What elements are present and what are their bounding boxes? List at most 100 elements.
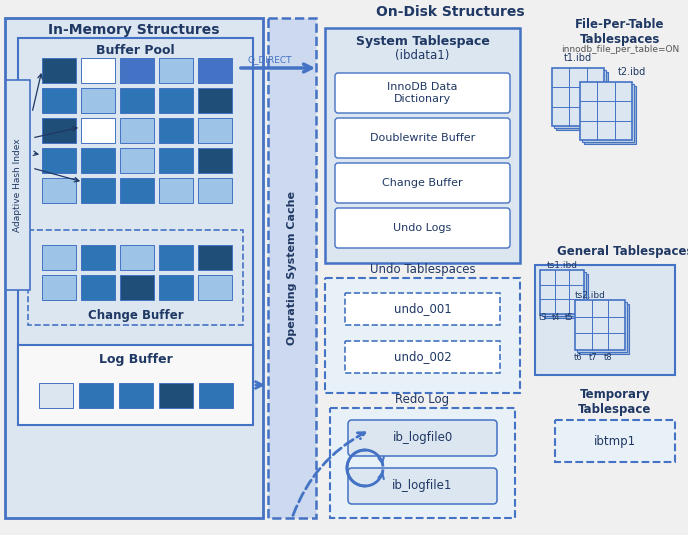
Text: t6: t6 [574, 354, 582, 363]
Bar [540, 270, 584, 314]
Text: Change Buffer: Change Buffer [383, 178, 463, 188]
Text: Temporary
Tablespace: Temporary Tablespace [579, 388, 652, 416]
Bar [159, 88, 193, 113]
Text: Undo Tablespaces: Undo Tablespaces [369, 264, 475, 277]
FancyBboxPatch shape [335, 208, 510, 248]
Bar [535, 265, 675, 375]
Bar [159, 118, 193, 143]
Bar [330, 408, 515, 518]
Bar [81, 275, 115, 300]
Bar [42, 88, 76, 113]
Bar [6, 80, 30, 290]
Bar [345, 341, 500, 373]
Bar [78, 383, 113, 408]
Bar [198, 118, 232, 143]
Bar [159, 275, 193, 300]
Bar [18, 345, 253, 425]
Bar [81, 118, 115, 143]
Text: undo_001: undo_001 [394, 302, 451, 316]
Text: Change Buffer: Change Buffer [87, 309, 183, 322]
Text: Undo Logs: Undo Logs [394, 223, 451, 233]
Bar [575, 300, 625, 350]
Bar [554, 70, 606, 128]
Bar [556, 72, 608, 130]
Text: ib_logfile0: ib_logfile0 [392, 432, 453, 445]
Text: t3: t3 [539, 314, 548, 323]
Text: System Tablespace: System Tablespace [356, 35, 489, 49]
Bar [42, 118, 76, 143]
Text: t5: t5 [565, 314, 573, 323]
Bar [120, 118, 154, 143]
Text: General Tablespaces: General Tablespaces [557, 246, 688, 258]
Bar [579, 304, 629, 354]
Bar [159, 245, 193, 270]
Bar [81, 245, 115, 270]
Bar [544, 274, 588, 318]
FancyBboxPatch shape [348, 468, 497, 504]
Bar [584, 86, 636, 144]
Bar [5, 18, 263, 518]
Bar [199, 383, 233, 408]
Bar [159, 58, 193, 83]
Text: Buffer Pool: Buffer Pool [96, 43, 175, 57]
Bar [582, 84, 634, 142]
Text: ib_logfile1: ib_logfile1 [392, 479, 453, 493]
Bar [39, 383, 72, 408]
Bar [120, 58, 154, 83]
Bar [18, 38, 253, 393]
Bar [325, 28, 520, 263]
Bar [28, 230, 243, 325]
Bar [577, 302, 627, 352]
Text: ts1.ibd: ts1.ibd [546, 261, 577, 270]
FancyBboxPatch shape [335, 163, 510, 203]
Bar [555, 420, 675, 462]
Bar [268, 18, 316, 518]
Bar [118, 383, 153, 408]
Text: Log Buffer: Log Buffer [98, 353, 173, 365]
Bar [120, 245, 154, 270]
Bar [120, 275, 154, 300]
FancyBboxPatch shape [335, 73, 510, 113]
Text: Redo Log: Redo Log [396, 394, 449, 407]
Bar [81, 88, 115, 113]
Bar [159, 148, 193, 173]
Bar [198, 178, 232, 203]
Text: File-Per-Table
Tablespaces: File-Per-Table Tablespaces [575, 18, 665, 46]
Bar [81, 148, 115, 173]
Bar [325, 278, 520, 393]
Text: t1.ibd: t1.ibd [564, 53, 592, 63]
Text: Operating System Cache: Operating System Cache [287, 191, 297, 345]
Text: ts2.ibd: ts2.ibd [574, 292, 605, 301]
Text: t7: t7 [589, 354, 597, 363]
Bar [81, 178, 115, 203]
Text: Adaptive Hash Index: Adaptive Hash Index [14, 138, 23, 232]
Text: innodb_file_per_table=ON: innodb_file_per_table=ON [561, 45, 679, 55]
Bar [542, 272, 586, 316]
Bar [158, 383, 193, 408]
Bar [42, 148, 76, 173]
Text: InnoDB Data
Dictionary: InnoDB Data Dictionary [387, 82, 458, 104]
Text: undo_002: undo_002 [394, 350, 451, 363]
Bar [120, 178, 154, 203]
Bar [198, 88, 232, 113]
Text: On-Disk Structures: On-Disk Structures [376, 5, 524, 19]
Bar [345, 293, 500, 325]
Text: ibtmp1: ibtmp1 [594, 434, 636, 447]
Text: In-Memory Structures: In-Memory Structures [48, 23, 219, 37]
FancyBboxPatch shape [348, 420, 497, 456]
Text: (ibdata1): (ibdata1) [396, 50, 450, 63]
Bar [42, 275, 76, 300]
FancyBboxPatch shape [335, 118, 510, 158]
Text: t2.ibd: t2.ibd [618, 67, 646, 77]
Bar [42, 58, 76, 83]
Bar [42, 245, 76, 270]
Text: t8: t8 [603, 354, 612, 363]
Bar [198, 245, 232, 270]
Bar [120, 148, 154, 173]
Bar [120, 88, 154, 113]
Bar [552, 68, 604, 126]
Bar [159, 178, 193, 203]
Text: O_DIRECT: O_DIRECT [248, 56, 292, 65]
Bar [198, 58, 232, 83]
Bar [42, 178, 76, 203]
